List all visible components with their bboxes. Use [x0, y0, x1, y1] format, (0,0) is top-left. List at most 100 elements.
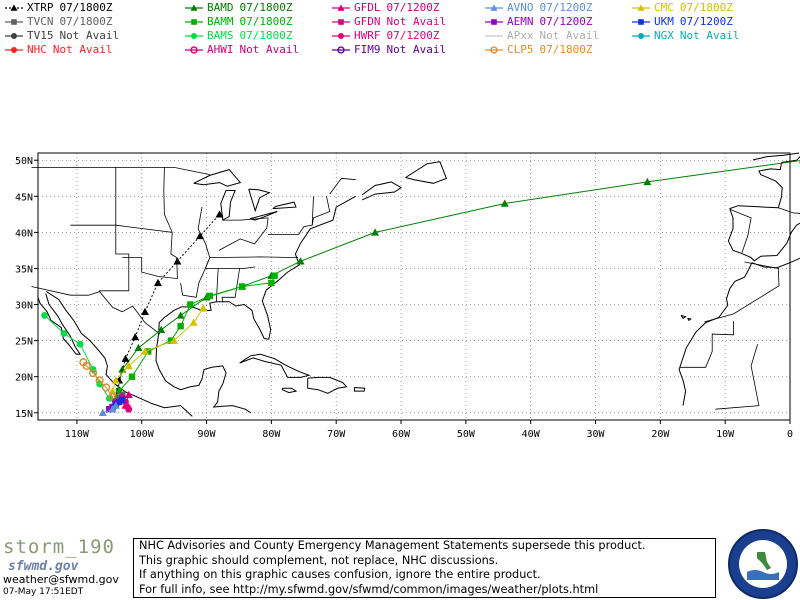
- track-point-bamm: [271, 272, 278, 279]
- legend-model-name: GFDL: [354, 1, 381, 14]
- legend-model-name: BAMD: [207, 1, 234, 14]
- track-line-clp5: [83, 361, 117, 405]
- track-line-xtrp: [115, 213, 220, 399]
- coastline: [678, 262, 753, 406]
- track-point-xtrp: [196, 231, 205, 240]
- track-point-xtrp: [131, 333, 140, 341]
- border-line: [218, 217, 269, 251]
- border-line: [31, 167, 210, 175]
- legend-swatch-bams: [185, 33, 203, 39]
- y-tick-label: 45N: [15, 192, 33, 203]
- brand-site: sfwmd.gov: [8, 559, 79, 574]
- disclaimer-link-line[interactable]: For full info, see http://my.sfwmd.gov/s…: [139, 582, 599, 596]
- y-tick-label: 25N: [15, 337, 33, 348]
- track-point-bamm: [187, 301, 194, 308]
- border-line: [204, 256, 299, 269]
- legend-swatch-ngx: [632, 33, 650, 39]
- coastline: [758, 156, 800, 208]
- legend-model-status: 07/1200Z: [386, 1, 440, 14]
- track-point-xtrp: [140, 307, 149, 315]
- legend-model-name: AHWI: [207, 43, 234, 56]
- track-point-bamd: [371, 228, 380, 236]
- coastline: [687, 317, 692, 322]
- track-point-avno: [108, 405, 117, 413]
- border-line: [729, 208, 752, 253]
- track-bamd: [111, 160, 800, 402]
- legend-model-status: 07/1800Z: [59, 1, 113, 14]
- x-tick-label: 0: [787, 429, 793, 440]
- legend-model-status: Not Avail: [386, 15, 447, 28]
- legend-model-status: Not Avail: [59, 29, 120, 42]
- legend-swatch-aemn: [485, 19, 503, 25]
- legend-swatch-avno: [485, 4, 503, 11]
- legend-swatch-ahwi: [185, 46, 203, 54]
- y-tick-label: 20N: [15, 373, 33, 384]
- track-point-aemn: [106, 405, 113, 413]
- border-line: [222, 217, 269, 221]
- legend-model-name: TVCN: [27, 15, 54, 28]
- legend-model-status: 07/1800Z: [679, 1, 733, 14]
- disclaimer-box: NHC Advisories and County Emergency Mana…: [133, 538, 716, 598]
- basemap-coastlines: [37, 152, 800, 417]
- track-point-ukm: [119, 396, 126, 403]
- coastline: [752, 152, 800, 161]
- border-line: [268, 196, 314, 235]
- legend-model-name: TV15: [27, 29, 54, 42]
- legend-model-status: 07/1200Z: [386, 29, 440, 42]
- coastline: [249, 211, 278, 221]
- x-tick-label: 90W: [198, 429, 217, 440]
- track-point-bams: [41, 311, 48, 319]
- legend-model-name: NHC: [27, 43, 47, 56]
- coastline: [220, 190, 236, 221]
- x-tick-label: 80W: [262, 429, 281, 440]
- track-point-bams: [76, 340, 84, 348]
- track-point-bamd: [157, 325, 166, 333]
- legend-model-status: 07/1800Z: [239, 1, 293, 14]
- border-line: [70, 224, 178, 280]
- x-tick-label: 100W: [130, 429, 155, 440]
- border-line: [163, 167, 173, 233]
- track-point-cmc: [124, 361, 133, 370]
- legend-swatch-nhc: [5, 47, 23, 53]
- x-tick-label: 70W: [327, 429, 346, 440]
- coastline: [361, 181, 402, 201]
- track-point-cmc: [189, 318, 198, 326]
- track-point-xtrp: [121, 354, 130, 362]
- track-point-xtrp: [173, 257, 182, 265]
- issue-date: 07-May 17:51EDT: [3, 587, 84, 597]
- border-line: [311, 196, 331, 226]
- y-tick-label: 40N: [15, 228, 33, 239]
- y-tick-label: 35N: [15, 264, 33, 275]
- y-tick-label: 30N: [15, 301, 33, 312]
- contact-email: weather@sfwmd.gov: [3, 573, 119, 586]
- x-tick-label: 50W: [457, 429, 476, 440]
- disclaimer-line: If anything on this graphic causes confu…: [139, 568, 541, 582]
- track-point-clp5: [101, 383, 111, 392]
- track-point-bamm: [115, 387, 123, 395]
- border-line: [221, 268, 240, 303]
- track-point-gfdl: [124, 390, 133, 398]
- legend-swatch-ukm: [632, 19, 650, 25]
- track-point-bamm: [128, 373, 136, 380]
- coastline: [405, 161, 448, 184]
- legend-swatch-gfdl: [332, 4, 350, 11]
- legend-model-status: 07/1800Z: [239, 15, 293, 28]
- legend-model-name: GFDN: [354, 15, 381, 28]
- y-tick-label: 15N: [15, 409, 33, 420]
- border-line: [329, 177, 356, 195]
- legend-model-name: XTRP: [27, 1, 54, 14]
- legend-model-name: FIM9: [354, 43, 381, 56]
- track-point-ukm: [115, 398, 123, 406]
- track-point-bamd: [500, 199, 509, 207]
- disclaimer-line: NHC Advisories and County Emergency Mana…: [139, 539, 646, 552]
- coastline: [155, 195, 356, 414]
- x-tick-label: 30W: [586, 429, 605, 440]
- track-point-cmc: [199, 304, 208, 312]
- coastline: [727, 208, 800, 262]
- disclaimer-line: This graphic should complement, not repl…: [139, 553, 499, 567]
- track-point-bamm: [167, 337, 175, 344]
- track-point-bamm: [239, 283, 246, 290]
- legend-model-status: 07/1800Z: [239, 29, 293, 42]
- track-point-tvcn: [115, 395, 123, 402]
- track-point-bamd: [296, 257, 305, 265]
